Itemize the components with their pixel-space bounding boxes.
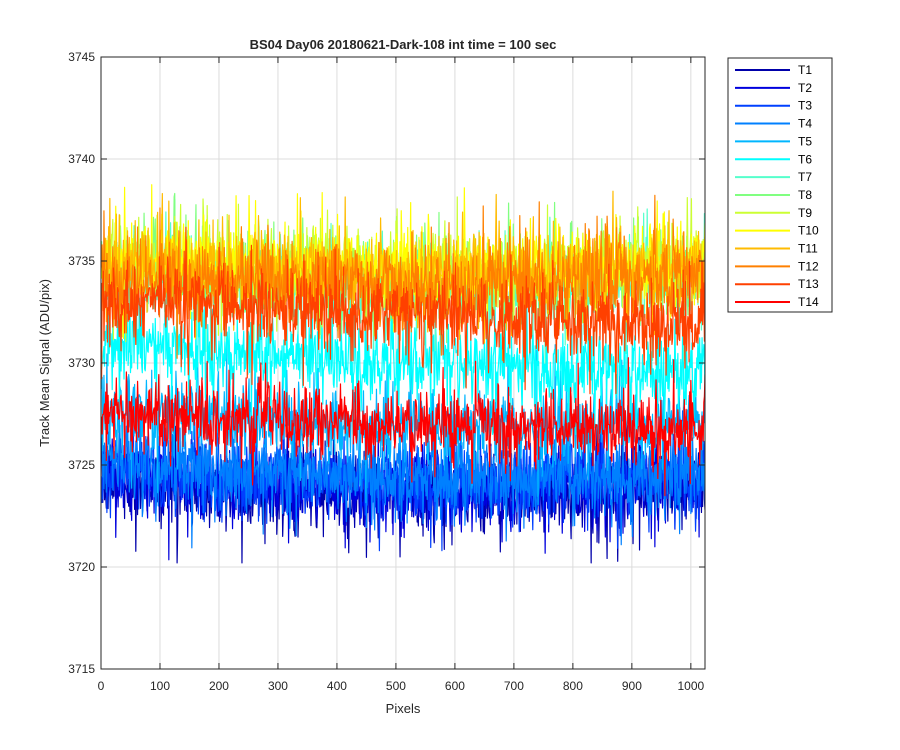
x-tick-label: 0 [98, 679, 105, 693]
x-tick-label: 1000 [677, 679, 704, 693]
x-axis-label: Pixels [386, 701, 421, 716]
legend-item: T7 [735, 170, 812, 184]
legend-label: T13 [798, 277, 819, 291]
legend-label: T11 [798, 242, 818, 256]
legend-label: T10 [798, 224, 819, 238]
y-tick-label: 3725 [68, 458, 95, 472]
legend-label: T6 [798, 152, 812, 166]
legend-label: T7 [798, 170, 812, 184]
legend-item: T4 [735, 117, 812, 131]
series-line-t14 [101, 357, 705, 497]
legend-item: T9 [735, 206, 812, 220]
x-tick-label: 400 [327, 679, 347, 693]
legend-label: T3 [798, 99, 812, 113]
legend-item: T1 [735, 63, 812, 77]
x-tick-label: 800 [563, 679, 583, 693]
legend-item: T5 [735, 134, 812, 148]
legend-label: T5 [798, 134, 812, 148]
y-axis-label: Track Mean Signal (ADU/pix) [37, 279, 52, 447]
series-line-t4 [101, 393, 705, 549]
legend-box [727, 57, 833, 313]
legend-item: T12 [735, 259, 819, 273]
x-tick-label: 500 [386, 679, 406, 693]
legend-item: T11 [735, 242, 818, 256]
x-tick-label: 200 [209, 679, 229, 693]
x-tick-label: 100 [150, 679, 170, 693]
legend-label: T4 [798, 117, 812, 131]
y-tick-label: 3720 [68, 560, 95, 574]
x-tick-label: 900 [622, 679, 642, 693]
legend-item: T8 [735, 188, 812, 202]
series-line-t13 [101, 226, 705, 395]
y-axis-ticks: 3715 3720 3725 3730 3735 3740 3745 [68, 50, 705, 676]
legend-item: T10 [735, 224, 819, 238]
legend-item: T14 [735, 295, 819, 309]
y-tick-label: 3745 [68, 50, 95, 64]
legend-item: T3 [735, 99, 812, 113]
y-tick-label: 3715 [68, 662, 95, 676]
legend: T1 T2 T3 T4 T5 T6 T7 T8 T9 T10 T11 T12 T13 T14 [727, 57, 833, 313]
x-tick-label: 700 [504, 679, 524, 693]
chart-title: BS04 Day06 20180621-Dark-108 int time = … [250, 37, 557, 52]
y-tick-label: 3735 [68, 254, 95, 268]
legend-item: T6 [735, 152, 812, 166]
legend-item: T13 [735, 277, 819, 291]
x-axis-ticks: 0 100 200 300 400 500 600 700 800 900 1000 [98, 57, 705, 693]
legend-label: T1 [798, 63, 812, 77]
legend-item: T2 [735, 81, 812, 95]
y-tick-label: 3730 [68, 356, 95, 370]
x-tick-label: 300 [268, 679, 288, 693]
legend-label: T9 [798, 206, 812, 220]
legend-label: T14 [798, 295, 819, 309]
legend-label: T12 [798, 259, 819, 273]
legend-label: T2 [798, 81, 812, 95]
legend-label: T8 [798, 188, 812, 202]
y-tick-label: 3740 [68, 152, 95, 166]
series-lines [101, 184, 705, 564]
series-line-t6 [101, 280, 705, 435]
x-tick-label: 600 [445, 679, 465, 693]
